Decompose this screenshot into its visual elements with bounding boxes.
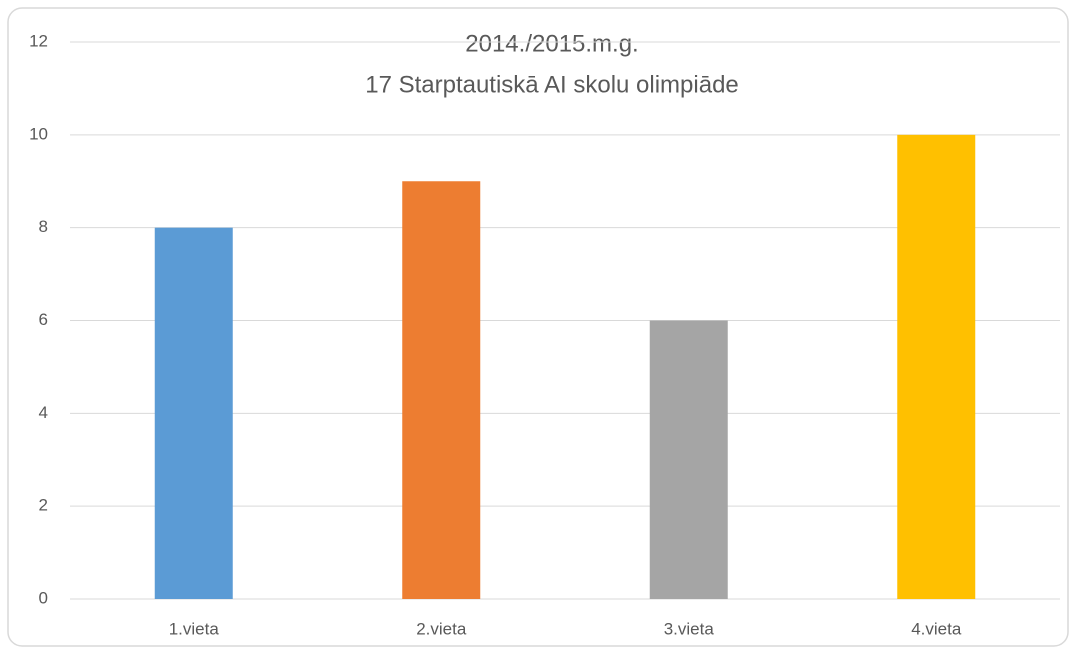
y-tick-label: 0 (39, 588, 48, 607)
y-tick-label: 12 (29, 31, 48, 50)
y-tick-label: 4 (39, 403, 48, 422)
bar (897, 134, 976, 600)
x-tick-label: 3.vieta (664, 619, 715, 638)
y-tick-label: 6 (39, 310, 48, 329)
y-tick-label: 2 (39, 496, 48, 515)
chart-title: 2014./2015.m.g. (465, 30, 638, 57)
x-tick-label: 4.vieta (911, 619, 962, 638)
x-tick-label: 1.vieta (169, 619, 220, 638)
chart-border (7, 7, 1069, 647)
chart-subtitle: 17 Starptautiskā AI skolu olimpiāde (365, 71, 739, 98)
bar (402, 181, 481, 599)
bar (154, 227, 233, 599)
y-tick-label: 10 (29, 124, 48, 143)
y-tick-label: 8 (39, 217, 48, 236)
bar (649, 320, 728, 599)
x-tick-label: 2.vieta (416, 619, 467, 638)
